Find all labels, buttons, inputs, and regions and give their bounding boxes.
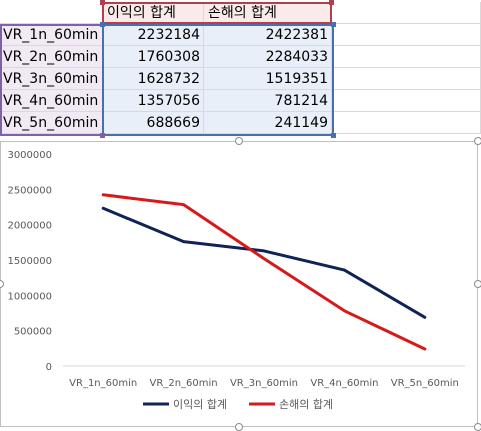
chart-resize-handle[interactable] — [235, 423, 243, 431]
profit-value[interactable]: 688669 — [103, 112, 204, 134]
legend-label-2: 손해의 합계 — [279, 397, 333, 411]
range-handle[interactable] — [100, 0, 105, 5]
y-tick-label: 2000000 — [7, 221, 52, 232]
y-tick-label: 0 — [46, 362, 52, 373]
range-handle[interactable] — [100, 133, 105, 138]
profit-value[interactable]: 1628732 — [103, 68, 204, 90]
series-line-2 — [101, 193, 427, 351]
range-handle[interactable] — [329, 0, 334, 5]
x-tick-label: VR_4n_60min — [310, 378, 378, 389]
legend-label-1: 이익의 합계 — [173, 398, 227, 411]
y-tick-label: 500000 — [14, 327, 52, 338]
empty-cell[interactable] — [332, 46, 481, 68]
profit-value[interactable]: 1760308 — [103, 46, 204, 68]
row-label[interactable]: VR_5n_60min — [0, 112, 103, 134]
loss-value[interactable]: 781214 — [204, 90, 332, 112]
range-handle[interactable] — [331, 22, 336, 27]
row-label[interactable]: VR_1n_60min — [0, 24, 103, 46]
x-tick-label: VR_5n_60min — [391, 378, 459, 389]
loss-value[interactable]: 1519351 — [204, 68, 332, 90]
x-tick-label: VR_2n_60min — [150, 378, 218, 389]
profit-value[interactable]: 2232184 — [103, 24, 204, 46]
line-chart[interactable]: 0 500000 1000000 1500000 2000000 2500000 30000… — [0, 141, 478, 427]
cell-a1[interactable] — [0, 2, 103, 24]
row-label[interactable]: VR_4n_60min — [0, 90, 103, 112]
empty-cell[interactable] — [332, 112, 481, 134]
row-label[interactable]: VR_3n_60min — [0, 68, 103, 90]
chart-resize-handle[interactable] — [474, 280, 481, 288]
x-tick-label: VR_1n_60min — [69, 378, 137, 389]
range-handle[interactable] — [331, 133, 336, 138]
cell-d1[interactable] — [332, 2, 481, 24]
x-tick-label: VR_3n_60min — [230, 378, 298, 389]
header-loss-sum[interactable]: 손해의 합계 — [204, 2, 332, 24]
chart-plot: 0 500000 1000000 1500000 2000000 2500000 30000… — [7, 150, 465, 411]
y-tick-label: 1500000 — [7, 256, 52, 267]
chart-resize-handle[interactable] — [474, 423, 481, 431]
row-label[interactable]: VR_2n_60min — [0, 46, 103, 68]
y-tick-label: 1000000 — [7, 291, 52, 302]
header-profit-sum[interactable]: 이익의 합계 — [103, 2, 204, 24]
empty-cell[interactable] — [332, 68, 481, 90]
spreadsheet-grid: 이익의 합계 손해의 합계 VR_1n_60min 2232184 2422381 V… — [0, 0, 481, 140]
chart-resize-handle[interactable] — [235, 137, 243, 145]
chart-resize-handle[interactable] — [474, 137, 481, 145]
series-line-1 — [101, 206, 427, 319]
loss-value[interactable]: 241149 — [204, 112, 332, 134]
range-handle[interactable] — [100, 22, 105, 27]
loss-value[interactable]: 2422381 — [204, 24, 332, 46]
profit-value[interactable]: 1357056 — [103, 90, 204, 112]
loss-value[interactable]: 2284033 — [204, 46, 332, 68]
empty-cell[interactable] — [332, 90, 481, 112]
y-tick-label: 3000000 — [7, 150, 52, 161]
y-tick-label: 2500000 — [7, 185, 52, 196]
empty-cell[interactable] — [332, 24, 481, 46]
